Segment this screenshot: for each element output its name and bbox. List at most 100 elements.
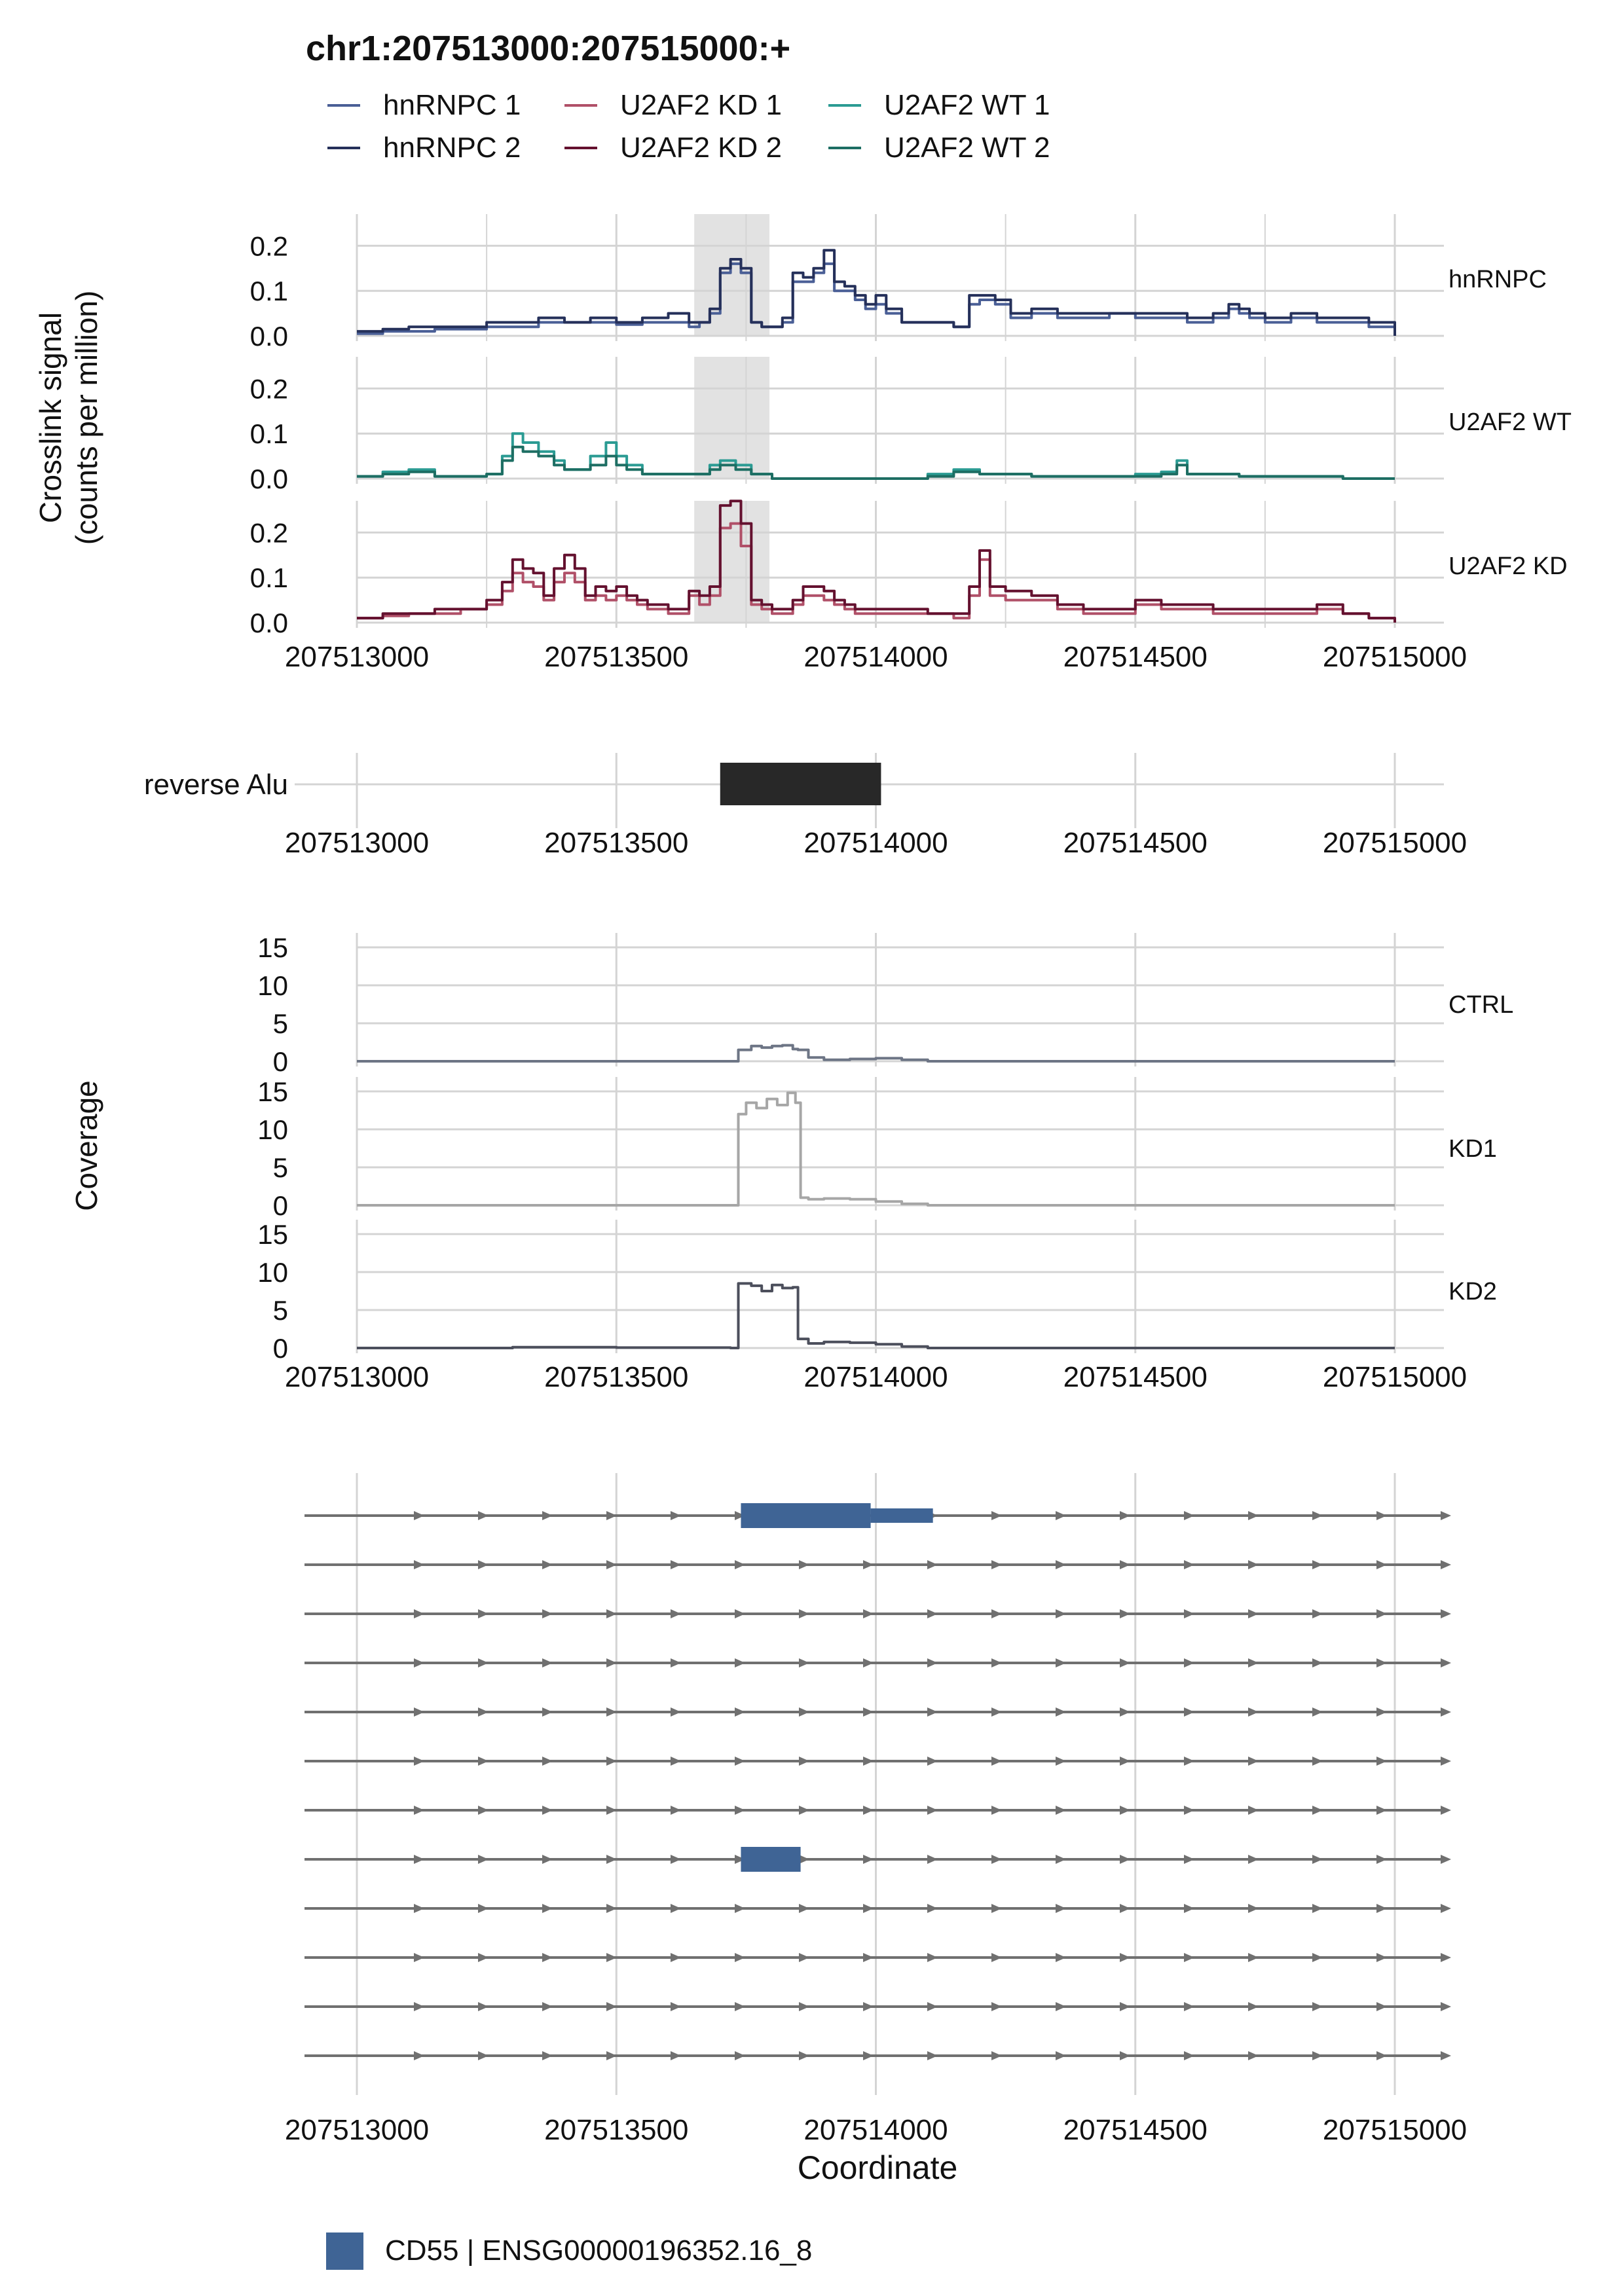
strand-arrow-5 [735,1757,745,1766]
strand-arrow-0 [414,1511,424,1520]
highlight-region [694,214,770,336]
strand-arrow-16 [1441,2051,1451,2060]
strand-arrow-16 [1441,1560,1451,1569]
strand-arrow-15 [1376,1707,1387,1717]
transcript-4 [304,1707,1451,1717]
strand-arrow-6 [799,1855,809,1864]
alu-element-0 [720,763,881,805]
strand-arrow-0 [414,1658,424,1667]
strand-arrow-6 [799,1757,809,1766]
strand-arrow-1 [478,1904,489,1913]
alu-track: reverse Alu 207513000 207513500 207514000 20… [144,753,1467,859]
strand-arrow-9 [991,1855,1002,1864]
strand-arrow-7 [863,1855,874,1864]
strand-arrow-10 [1056,1904,1066,1913]
transcript-6 [304,1806,1451,1815]
transcript-9 [304,1953,1451,1962]
strand-arrow-11 [1120,2002,1130,2011]
strand-arrow-2 [542,1658,553,1667]
panel-label-hnrnpc: hnRNPC [1449,266,1547,293]
strand-arrow-15 [1376,1511,1387,1520]
strand-arrow-7 [863,1953,874,1962]
strand-arrow-12 [1184,1953,1194,1962]
alu-x-tick-label-1: 207513500 [544,827,688,859]
strand-arrow-4 [671,1609,681,1618]
highlight-region [694,501,770,623]
strand-arrow-6 [799,2002,809,2011]
y-tick-label-2: 0.2 [250,517,288,548]
strand-arrow-10 [1056,2002,1066,2011]
y-tick-label-1: 5 [273,1152,288,1183]
strand-arrow-13 [1248,2051,1259,2060]
strand-arrow-1 [478,1658,489,1667]
strand-arrow-7 [863,1707,874,1717]
strand-arrow-15 [1376,2002,1387,2011]
series-line-u2af2-wt-2 [357,445,1395,480]
strand-arrow-6 [799,1560,809,1569]
strand-arrow-3 [606,1806,617,1815]
strand-arrow-14 [1312,1658,1323,1667]
strand-arrow-7 [863,1658,874,1667]
crosslink-ylabel-line1: Crosslink signal [33,312,67,523]
strand-arrow-4 [671,2051,681,2060]
series-line-kd1 [357,1091,1395,1207]
y-tick-label-0: 0 [273,1190,288,1221]
strand-arrow-12 [1184,1560,1194,1569]
strand-arrow-15 [1376,1855,1387,1864]
strand-arrow-1 [478,1609,489,1618]
strand-arrow-11 [1120,1953,1130,1962]
strand-arrow-11 [1120,1757,1130,1766]
strand-arrow-5 [735,1609,745,1618]
crosslink-x-tick-label-1: 207513500 [544,641,688,673]
strand-arrow-1 [478,1757,489,1766]
panel-label-u2af2-kd: U2AF2 KD [1449,553,1568,580]
transcript-1 [304,1560,1451,1569]
strand-arrow-16 [1441,1904,1451,1913]
strand-arrow-11 [1120,1658,1130,1667]
crosslink-x-tick-label-2: 207514000 [803,641,948,673]
y-tick-label-3: 15 [257,932,288,963]
strand-arrow-6 [799,1953,809,1962]
strand-arrow-16 [1441,1806,1451,1815]
strand-arrow-11 [1120,1511,1130,1520]
series-legend: hnRNPC 1 hnRNPC 2 U2AF2 KD 1 U2AF2 KD 2 U2AF… [327,89,1050,164]
strand-arrow-3 [606,1511,617,1520]
strand-arrow-6 [799,1609,809,1618]
strand-arrow-10 [1056,1855,1066,1864]
strand-arrow-2 [542,1560,553,1569]
strand-arrow-9 [991,2002,1002,2011]
strand-arrow-9 [991,1806,1002,1815]
strand-arrow-15 [1376,1658,1387,1667]
y-tick-label-3: 15 [257,1076,288,1107]
strand-arrow-16 [1441,1953,1451,1962]
strand-arrow-0 [414,1806,424,1815]
coverage-ylabel: Coverage [69,1080,103,1211]
coverage-panel-kd2: 0 5 10 15 KD2 [257,1219,1497,1364]
panel-label-kd2: KD2 [1449,1278,1497,1305]
strand-arrow-16 [1441,1658,1451,1667]
panel-label-ctrl: CTRL [1449,991,1513,1019]
series-line-u2af2-kd-2 [357,500,1396,623]
strand-arrow-14 [1312,1904,1323,1913]
strand-arrow-3 [606,1953,617,1962]
y-tick-label-0: 0.0 [250,321,288,352]
strand-arrow-9 [991,1560,1002,1569]
coverage-x-tick-label-3: 207514500 [1063,1361,1208,1393]
strand-arrow-4 [671,1707,681,1717]
strand-arrow-16 [1441,1511,1451,1520]
transcript-11 [304,2051,1451,2060]
strand-arrow-5 [735,1904,745,1913]
legend-label-u2af2-kd-2: U2AF2 KD 2 [620,132,782,164]
transcript-2 [304,1609,1451,1618]
strand-arrow-12 [1184,1511,1194,1520]
strand-arrow-12 [1184,1757,1194,1766]
y-tick-label-0: 0.0 [250,608,288,638]
strand-arrow-11 [1120,2051,1130,2060]
chart-title: chr1:207513000:207515000:+ [306,29,790,68]
strand-arrow-1 [478,1953,489,1962]
strand-arrow-7 [863,2002,874,2011]
strand-arrow-3 [606,1609,617,1618]
strand-arrow-2 [542,1757,553,1766]
strand-arrow-10 [1056,1511,1066,1520]
